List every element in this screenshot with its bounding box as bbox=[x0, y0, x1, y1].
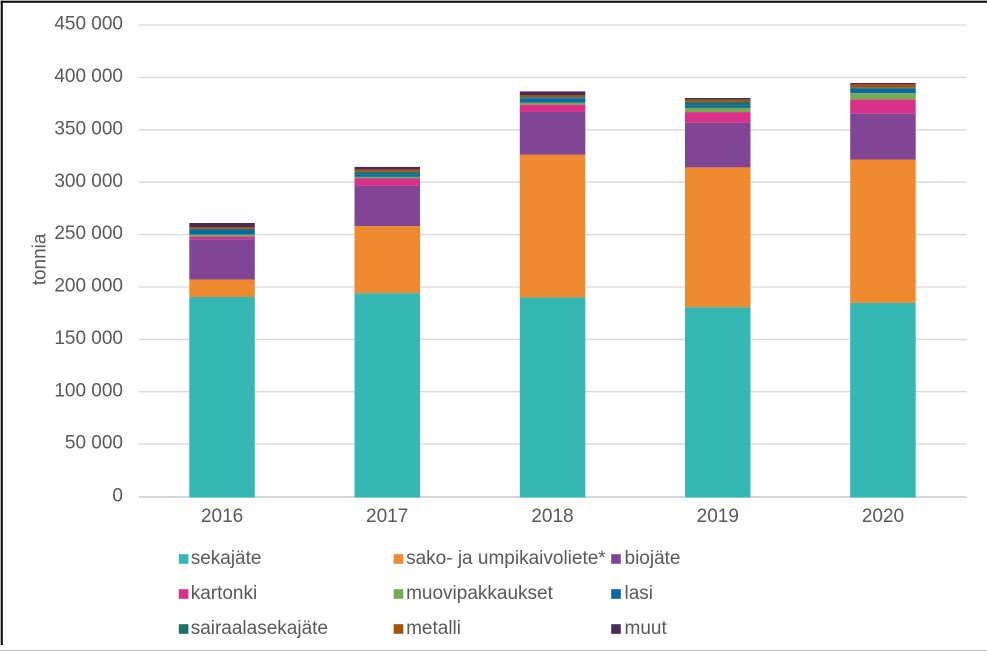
svg-text:2019: 2019 bbox=[697, 506, 739, 527]
svg-text:muovipakkaukset: muovipakkaukset bbox=[406, 583, 554, 604]
svg-text:2016: 2016 bbox=[201, 506, 243, 527]
svg-text:350 000: 350 000 bbox=[54, 118, 123, 139]
svg-text:tonnia: tonnia bbox=[30, 233, 51, 285]
svg-text:250 000: 250 000 bbox=[54, 223, 123, 244]
svg-text:metalli: metalli bbox=[406, 618, 461, 639]
svg-text:kartonki: kartonki bbox=[191, 583, 258, 604]
svg-text:biojäte: biojäte bbox=[625, 548, 681, 569]
svg-text:50 000: 50 000 bbox=[65, 433, 123, 454]
svg-text:sairaalasekajäte: sairaalasekajäte bbox=[191, 618, 328, 639]
svg-text:lasi: lasi bbox=[625, 583, 654, 604]
svg-text:2017: 2017 bbox=[366, 506, 408, 527]
svg-text:muut: muut bbox=[625, 618, 668, 639]
svg-text:2020: 2020 bbox=[862, 506, 904, 527]
svg-text:0: 0 bbox=[112, 486, 123, 507]
svg-text:sekajäte: sekajäte bbox=[191, 548, 262, 569]
svg-text:100 000: 100 000 bbox=[54, 380, 123, 401]
svg-text:400 000: 400 000 bbox=[54, 66, 123, 87]
svg-text:450 000: 450 000 bbox=[54, 14, 123, 35]
svg-text:150 000: 150 000 bbox=[54, 328, 123, 349]
svg-text:sako- ja umpikaivoliete*: sako- ja umpikaivoliete* bbox=[406, 548, 606, 569]
svg-text:2018: 2018 bbox=[531, 506, 573, 527]
svg-text:300 000: 300 000 bbox=[54, 171, 123, 192]
svg-text:200 000: 200 000 bbox=[54, 276, 123, 297]
